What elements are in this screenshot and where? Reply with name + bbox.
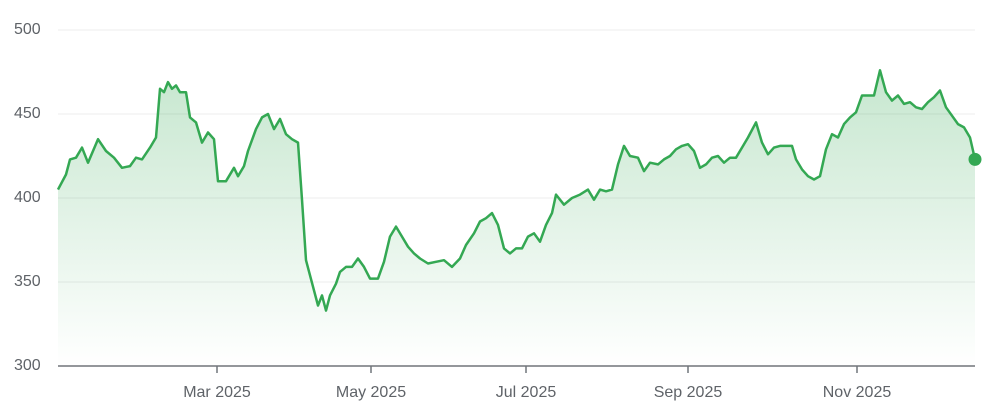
y-tick-label: 400 bbox=[14, 189, 41, 206]
x-tick-label: Sep 2025 bbox=[654, 384, 723, 401]
x-tick-label: Nov 2025 bbox=[823, 384, 892, 401]
x-tick-label: Jul 2025 bbox=[496, 384, 557, 401]
x-tick-label: Mar 2025 bbox=[183, 384, 251, 401]
y-tick-label: 500 bbox=[14, 21, 41, 38]
area bbox=[58, 70, 975, 367]
y-tick-label: 350 bbox=[14, 273, 41, 290]
x-tick-label: May 2025 bbox=[336, 384, 406, 401]
line bbox=[56, 69, 977, 312]
y-tick-label: 450 bbox=[14, 105, 41, 122]
y-tick-label: 300 bbox=[14, 357, 41, 374]
last-point bbox=[968, 152, 982, 166]
